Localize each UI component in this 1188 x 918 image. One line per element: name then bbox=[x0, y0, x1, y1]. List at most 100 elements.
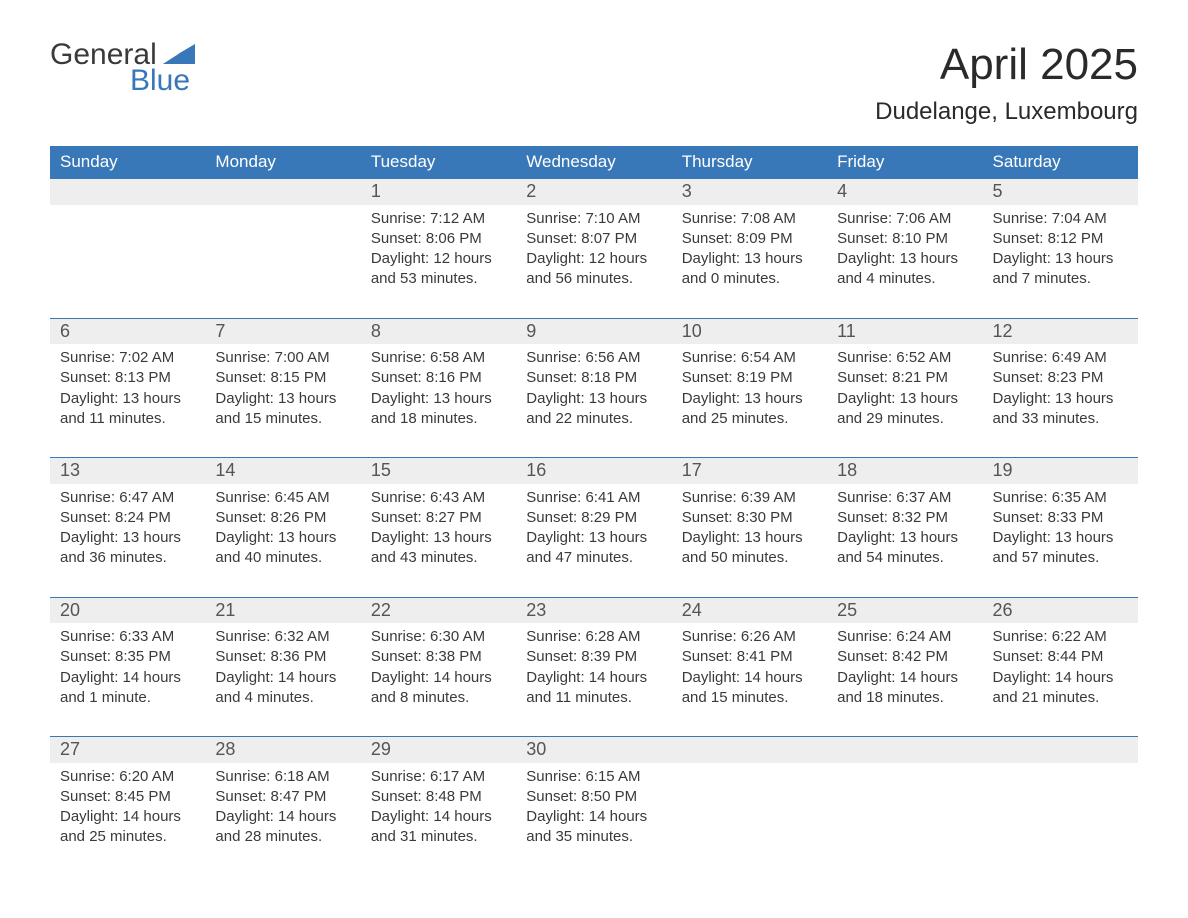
daylight-text: Daylight: 14 hours and 4 minutes. bbox=[215, 668, 350, 709]
dayname-cell: Monday bbox=[205, 146, 360, 179]
day-number-cell: 17 bbox=[672, 458, 827, 484]
dayname-cell: Sunday bbox=[50, 146, 205, 179]
daylight-text: Daylight: 14 hours and 1 minute. bbox=[60, 668, 195, 709]
daylight-text: Daylight: 13 hours and 4 minutes. bbox=[837, 249, 972, 290]
sunrise-text: Sunrise: 6:41 AM bbox=[526, 488, 661, 508]
sunset-text: Sunset: 8:35 PM bbox=[60, 647, 195, 667]
sunrise-text: Sunrise: 7:04 AM bbox=[993, 209, 1128, 229]
sunrise-text: Sunrise: 7:12 AM bbox=[371, 209, 506, 229]
sunset-text: Sunset: 8:06 PM bbox=[371, 229, 506, 249]
sunset-text: Sunset: 8:19 PM bbox=[682, 368, 817, 388]
day-number-cell: 5 bbox=[983, 179, 1138, 205]
day-data-cell: Sunrise: 6:22 AMSunset: 8:44 PMDaylight:… bbox=[983, 623, 1138, 737]
day-data-cell: Sunrise: 6:35 AMSunset: 8:33 PMDaylight:… bbox=[983, 484, 1138, 598]
day-data-cell: Sunrise: 7:06 AMSunset: 8:10 PMDaylight:… bbox=[827, 205, 982, 319]
day-number-cell bbox=[827, 737, 982, 763]
day-data-cell: Sunrise: 6:58 AMSunset: 8:16 PMDaylight:… bbox=[361, 344, 516, 458]
day-data-cell: Sunrise: 7:10 AMSunset: 8:07 PMDaylight:… bbox=[516, 205, 671, 319]
sunrise-text: Sunrise: 6:58 AM bbox=[371, 348, 506, 368]
day-number-cell: 11 bbox=[827, 318, 982, 344]
day-number-cell: 26 bbox=[983, 597, 1138, 623]
day-number-cell: 3 bbox=[672, 179, 827, 205]
day-number-cell: 27 bbox=[50, 737, 205, 763]
day-number-cell: 6 bbox=[50, 318, 205, 344]
sunset-text: Sunset: 8:41 PM bbox=[682, 647, 817, 667]
day-data-cell: Sunrise: 6:47 AMSunset: 8:24 PMDaylight:… bbox=[50, 484, 205, 598]
day-number-cell: 25 bbox=[827, 597, 982, 623]
sunset-text: Sunset: 8:21 PM bbox=[837, 368, 972, 388]
week-number-row: 27282930 bbox=[50, 737, 1138, 763]
sunrise-text: Sunrise: 7:08 AM bbox=[682, 209, 817, 229]
sunrise-text: Sunrise: 6:15 AM bbox=[526, 767, 661, 787]
day-number-cell: 13 bbox=[50, 458, 205, 484]
day-number-cell: 24 bbox=[672, 597, 827, 623]
sunrise-text: Sunrise: 6:22 AM bbox=[993, 627, 1128, 647]
day-data-cell: Sunrise: 6:33 AMSunset: 8:35 PMDaylight:… bbox=[50, 623, 205, 737]
sunset-text: Sunset: 8:10 PM bbox=[837, 229, 972, 249]
day-number-cell: 1 bbox=[361, 179, 516, 205]
day-number-cell: 21 bbox=[205, 597, 360, 623]
sunset-text: Sunset: 8:16 PM bbox=[371, 368, 506, 388]
day-data-cell: Sunrise: 6:15 AMSunset: 8:50 PMDaylight:… bbox=[516, 763, 671, 876]
week-number-row: 12345 bbox=[50, 179, 1138, 205]
day-number-cell: 7 bbox=[205, 318, 360, 344]
day-number-cell: 15 bbox=[361, 458, 516, 484]
sunrise-text: Sunrise: 7:10 AM bbox=[526, 209, 661, 229]
month-title: April 2025 bbox=[875, 40, 1138, 90]
sunrise-text: Sunrise: 6:24 AM bbox=[837, 627, 972, 647]
day-data-cell: Sunrise: 6:24 AMSunset: 8:42 PMDaylight:… bbox=[827, 623, 982, 737]
daylight-text: Daylight: 14 hours and 21 minutes. bbox=[993, 668, 1128, 709]
sunset-text: Sunset: 8:07 PM bbox=[526, 229, 661, 249]
sunset-text: Sunset: 8:27 PM bbox=[371, 508, 506, 528]
dayname-cell: Saturday bbox=[983, 146, 1138, 179]
week-data-row: Sunrise: 6:47 AMSunset: 8:24 PMDaylight:… bbox=[50, 484, 1138, 598]
sunset-text: Sunset: 8:32 PM bbox=[837, 508, 972, 528]
day-data-cell bbox=[983, 763, 1138, 876]
daylight-text: Daylight: 13 hours and 29 minutes. bbox=[837, 389, 972, 430]
day-data-cell bbox=[205, 205, 360, 319]
day-data-cell bbox=[827, 763, 982, 876]
daylight-text: Daylight: 13 hours and 36 minutes. bbox=[60, 528, 195, 569]
calendar-table: Sunday Monday Tuesday Wednesday Thursday… bbox=[50, 146, 1138, 876]
day-number-cell: 14 bbox=[205, 458, 360, 484]
daylight-text: Daylight: 13 hours and 57 minutes. bbox=[993, 528, 1128, 569]
day-number-cell: 22 bbox=[361, 597, 516, 623]
sunset-text: Sunset: 8:12 PM bbox=[993, 229, 1128, 249]
sunset-text: Sunset: 8:18 PM bbox=[526, 368, 661, 388]
daylight-text: Daylight: 14 hours and 28 minutes. bbox=[215, 807, 350, 848]
day-data-cell: Sunrise: 7:12 AMSunset: 8:06 PMDaylight:… bbox=[361, 205, 516, 319]
sunset-text: Sunset: 8:38 PM bbox=[371, 647, 506, 667]
day-data-cell: Sunrise: 6:37 AMSunset: 8:32 PMDaylight:… bbox=[827, 484, 982, 598]
sunrise-text: Sunrise: 6:20 AM bbox=[60, 767, 195, 787]
daylight-text: Daylight: 13 hours and 54 minutes. bbox=[837, 528, 972, 569]
day-data-cell bbox=[672, 763, 827, 876]
day-data-cell: Sunrise: 6:49 AMSunset: 8:23 PMDaylight:… bbox=[983, 344, 1138, 458]
day-number-cell: 8 bbox=[361, 318, 516, 344]
daylight-text: Daylight: 14 hours and 31 minutes. bbox=[371, 807, 506, 848]
sunrise-text: Sunrise: 6:49 AM bbox=[993, 348, 1128, 368]
dayname-cell: Wednesday bbox=[516, 146, 671, 179]
sunset-text: Sunset: 8:24 PM bbox=[60, 508, 195, 528]
daylight-text: Daylight: 14 hours and 15 minutes. bbox=[682, 668, 817, 709]
day-data-cell: Sunrise: 7:04 AMSunset: 8:12 PMDaylight:… bbox=[983, 205, 1138, 319]
day-data-cell: Sunrise: 6:54 AMSunset: 8:19 PMDaylight:… bbox=[672, 344, 827, 458]
day-number-cell bbox=[672, 737, 827, 763]
sunset-text: Sunset: 8:15 PM bbox=[215, 368, 350, 388]
sunrise-text: Sunrise: 6:33 AM bbox=[60, 627, 195, 647]
sunrise-text: Sunrise: 6:37 AM bbox=[837, 488, 972, 508]
day-data-cell: Sunrise: 6:20 AMSunset: 8:45 PMDaylight:… bbox=[50, 763, 205, 876]
day-number-cell bbox=[50, 179, 205, 205]
day-data-cell: Sunrise: 6:52 AMSunset: 8:21 PMDaylight:… bbox=[827, 344, 982, 458]
day-number-cell: 12 bbox=[983, 318, 1138, 344]
title-block: April 2025 Dudelange, Luxembourg bbox=[875, 40, 1138, 126]
day-data-cell: Sunrise: 6:30 AMSunset: 8:38 PMDaylight:… bbox=[361, 623, 516, 737]
sunrise-text: Sunrise: 6:39 AM bbox=[682, 488, 817, 508]
day-data-cell: Sunrise: 6:26 AMSunset: 8:41 PMDaylight:… bbox=[672, 623, 827, 737]
sunset-text: Sunset: 8:42 PM bbox=[837, 647, 972, 667]
daylight-text: Daylight: 13 hours and 18 minutes. bbox=[371, 389, 506, 430]
sunrise-text: Sunrise: 6:26 AM bbox=[682, 627, 817, 647]
day-data-cell: Sunrise: 6:18 AMSunset: 8:47 PMDaylight:… bbox=[205, 763, 360, 876]
dayname-cell: Thursday bbox=[672, 146, 827, 179]
sunrise-text: Sunrise: 6:17 AM bbox=[371, 767, 506, 787]
day-data-cell: Sunrise: 6:56 AMSunset: 8:18 PMDaylight:… bbox=[516, 344, 671, 458]
